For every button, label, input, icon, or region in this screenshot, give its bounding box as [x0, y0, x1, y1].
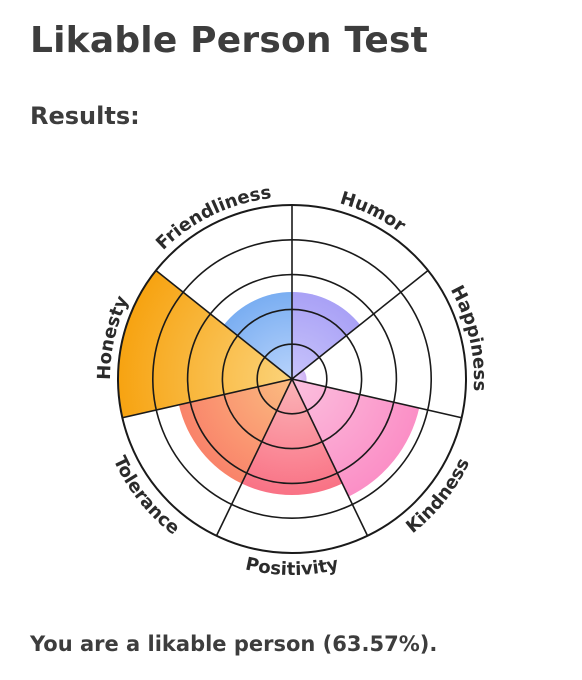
wedge-friendliness [223, 292, 292, 379]
chart-grid [117, 204, 467, 554]
wedge-honesty [117, 270, 292, 418]
wedge-humor [292, 292, 361, 379]
grid-spoke [215, 378, 293, 537]
wedge-tolerance [178, 379, 292, 484]
category-label-happiness: Happiness [446, 282, 490, 392]
category-label-kindness: Kindness [402, 455, 474, 538]
grid-spoke [291, 378, 462, 419]
result-summary: You are a likable person (63.57%). [30, 632, 438, 656]
category-label-positivity: Positivity [244, 554, 341, 580]
wedge-kindness [292, 379, 420, 497]
grid-spoke [122, 378, 293, 419]
grid-spoke [155, 269, 293, 380]
category-label-tolerance: Tolerance [109, 453, 184, 539]
chart-wedges [117, 270, 420, 497]
grid-spoke [291, 269, 429, 380]
page-title: Likable Person Test [30, 20, 429, 61]
results-heading: Results: [30, 102, 140, 130]
wedge-positivity [241, 379, 343, 495]
grid-spoke [291, 378, 369, 537]
category-label-friendliness: Friendliness [152, 182, 273, 254]
category-label-humor: Humor [338, 188, 410, 237]
